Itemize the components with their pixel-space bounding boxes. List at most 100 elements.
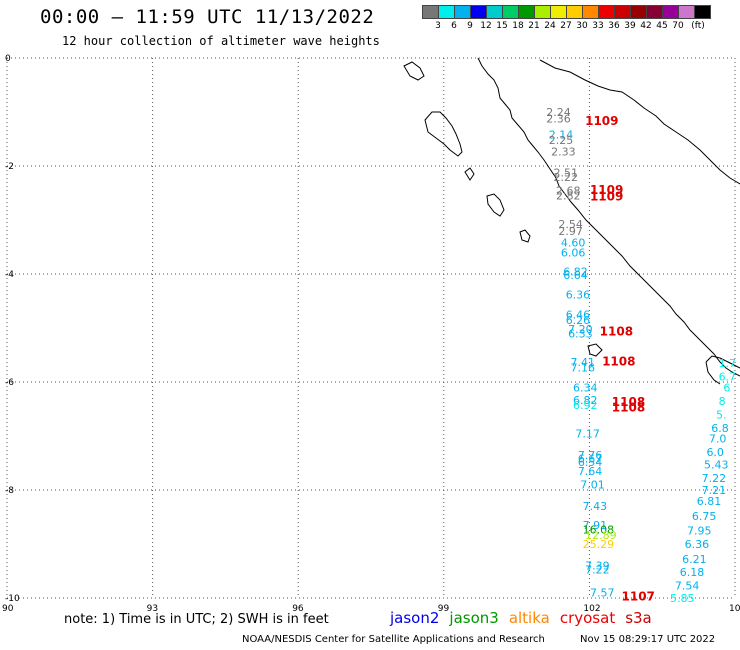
color-scale-label: (ft) [691, 21, 705, 31]
lat-lon-grid [6, 57, 736, 599]
wave-height-label: 16.08 [583, 523, 615, 536]
wave-height-label: 6.36 [566, 289, 591, 302]
color-scale [422, 5, 711, 24]
generation-timestamp: Nov 15 08:29:17 UTC 2022 [580, 634, 716, 645]
mission-legend-item: s3a [625, 609, 652, 627]
wave-height-label: 6.75 [692, 510, 717, 523]
red-value-label: 1108 [612, 395, 645, 409]
wave-height-label: 12.89 [585, 529, 617, 542]
sumatra-east-coast [539, 59, 740, 185]
wave-height-label: 6.18 [680, 566, 705, 579]
color-scale-label: 33 [592, 21, 604, 31]
wave-height-label: 7.91 [583, 519, 608, 532]
color-scale-label: 15 [496, 21, 508, 31]
wave-height-label: 7.16 [571, 361, 596, 374]
wave-height-label: 6.92 [573, 399, 598, 412]
mission-legend: jason2 jason3 altika cryosat s3a [390, 609, 662, 627]
mission-legend-item: altika [508, 609, 550, 627]
color-scale-label: 70 [672, 21, 684, 31]
wave-height-label: 6.33 [568, 327, 593, 340]
wave-height-label: 7.41 [571, 356, 596, 369]
color-scale-label: 18 [512, 21, 524, 31]
wave-height-label: 6.34 [573, 381, 598, 394]
wave-height-label: 2.54 [558, 218, 583, 231]
java-coastline [705, 355, 740, 385]
wave-height-label: 6.46 [566, 309, 591, 322]
red-value-label: 1108 [602, 354, 635, 368]
latitude-tick-label: -2 [5, 162, 14, 172]
wave-height-label: 1.7 [719, 357, 737, 370]
wave-height-label: 25.29 [583, 538, 615, 551]
wave-height-label: 7.22 [585, 563, 610, 576]
wave-height-label: 2.22 [554, 171, 579, 184]
wave-height-label: 7.39 [585, 560, 610, 573]
color-scale-label: 45 [656, 21, 668, 31]
wave-height-label: 7.22 [702, 472, 727, 485]
wave-height-label: 7.21 [702, 484, 727, 497]
color-scale-label: 27 [560, 21, 572, 31]
red-value-label: 1109 [590, 190, 623, 204]
footnote: note: 1) Time is in UTC; 2) SWH is in fe… [64, 612, 329, 627]
wave-height-label: 5.85 [670, 592, 695, 605]
latitude-tick-label: -10 [5, 594, 20, 604]
wave-height-label: 2.14 [549, 129, 574, 142]
longitude-tick-label: 105 [729, 604, 740, 614]
wave-height-label: 5.43 [704, 459, 729, 472]
wave-height-label: 7.64 [578, 465, 603, 478]
longitude-tick-label: 90 [2, 604, 14, 614]
wave-height-label: 2.24 [546, 106, 571, 119]
wave-height-label: 6.67 [578, 453, 603, 466]
longitude-tick-label: 102 [583, 604, 600, 614]
wave-height-label: 2.51 [554, 166, 579, 179]
wave-height-label: 6.26 [566, 314, 591, 327]
wave-height-label: 6.06 [561, 246, 586, 259]
axis-ticks: 90 93 96 99 102 105 0 -2 -4 -6 -8 -10 [2, 54, 740, 614]
wave-height-label: 2.97 [558, 225, 583, 238]
island-enggano [587, 343, 603, 357]
wave-height-label: 6.64 [563, 269, 588, 282]
longitude-tick-label: 93 [147, 604, 158, 614]
credit-line: NOAA/NESDIS Center for Satellite Applica… [242, 634, 545, 645]
longitude-tick-label: 96 [292, 604, 304, 614]
wave-height-label: 6.7 [719, 371, 737, 384]
mission-legend-item: cryosat [559, 609, 616, 627]
wave-height-label: 6.0 [706, 446, 724, 459]
island-sipora [519, 229, 531, 243]
color-scale-label: 9 [467, 21, 473, 31]
coastline [403, 57, 740, 385]
color-scale-label: 42 [640, 21, 652, 31]
wave-height-label: 7.20 [568, 323, 593, 336]
color-scale-label: 3 [435, 21, 441, 31]
red-value-label: 1108 [600, 325, 633, 339]
red-value-label: 1107 [622, 589, 655, 603]
wave-height-label: 7.57 [590, 587, 615, 600]
latitude-tick-label: -6 [5, 378, 14, 388]
color-scale-label: 21 [528, 21, 540, 31]
map-title: 00:00 – 11:59 UTC 11/13/2022 [40, 6, 375, 28]
mission-legend-item: jason2 [390, 609, 440, 627]
wave-height-label: 7.95 [687, 525, 712, 538]
wave-height-label: 7.0 [709, 433, 727, 446]
wave-height-label: 2.25 [549, 134, 574, 147]
island-siberut [486, 193, 505, 217]
red-value-label: 1109 [590, 183, 623, 197]
wave-height-label: 7.01 [580, 479, 605, 492]
wave-height-label: 2.36 [546, 112, 571, 125]
island-nias [424, 111, 463, 157]
color-scale-labels: 3 6 9 12 15 18 21 24 27 30 33 36 39 42 45 70 (ft) [422, 21, 740, 33]
wave-height-label: 4.60 [561, 237, 586, 250]
island-simeulue [403, 61, 425, 81]
red-value-label: 1109 [585, 114, 618, 128]
wave-height-label: 2.68 [556, 184, 581, 197]
color-scale-label: 36 [608, 21, 620, 31]
wave-height-values: 2.242.36 2.142.252.33 2.512.222.682.82 2.54… [546, 106, 736, 605]
latitude-tick-label: -8 [5, 486, 14, 496]
wave-height-label: 6.8 [711, 422, 729, 435]
wave-height-label: 2.33 [551, 145, 576, 158]
wave-height-label: 6.82 [573, 394, 598, 407]
wave-height-label: 5. [716, 408, 727, 421]
color-scale-label: 30 [576, 21, 588, 31]
wave-height-label: 7.76 [578, 449, 603, 462]
